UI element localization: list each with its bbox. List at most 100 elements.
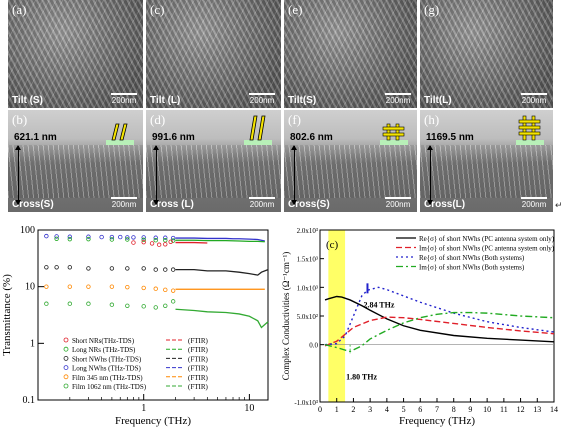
scale-bar: 200nm [111,93,137,105]
tds-data-point [170,299,176,304]
tds-data-point [141,266,146,271]
scale-bar-label: 200nm [385,200,411,209]
tds-data-point [153,267,158,272]
tds-data-point [109,266,115,271]
ftir-series-line [175,239,265,243]
x-tick-label: 12 [517,405,525,414]
tds-data-point [67,284,73,289]
tds-data-point [118,234,123,240]
tds-data-point [44,284,49,289]
tds-data-point [44,233,49,239]
scale-bar: 200nm [249,93,275,105]
x-tick-label: 10 [244,403,254,414]
tds-data-point [153,286,158,291]
legend-marker [63,346,69,352]
thickness-label: 802.6 nm [290,132,333,143]
tds-data-point [131,240,136,245]
y-tick-label: 10 [25,282,35,293]
x-tick-label: 5 [402,405,406,414]
tds-data-point [125,266,130,271]
tds-data-point [168,239,173,244]
series-line [324,286,555,346]
sem-view-tag: Tilt (S) [12,95,43,106]
scale-bar-label: 200nm [521,96,547,105]
sem-panel-label: (b) [12,112,28,127]
tds-data-point [163,303,168,308]
series-line [324,295,555,343]
tds-data-point [86,266,91,271]
x-axis-label: Frequency (THz) [115,415,191,427]
legend-label: Film 345 nm (THz-TDS) [72,374,143,382]
tds-data-point [163,238,168,243]
sem-panel-d: (d) Cross (L) 200nm 991.6 nm [146,110,281,212]
sem-panel-h: (h) Cross(L) 200nm 1169.5 nm [420,110,553,212]
tds-data-point [149,241,155,246]
tds-data-point [109,284,115,289]
tds-data-point [141,304,146,309]
tds-data-point [125,237,130,242]
scale-bar: 200nm [111,197,137,209]
x-tick-label: 13 [533,405,541,414]
legend-ftir-label: (FTIR) [188,346,209,354]
x-tick-label: 11 [500,405,508,414]
scale-bar: 200nm [521,93,547,105]
tds-data-point [67,234,73,239]
legend-label: Re{σ} of short NWhs (PC antenna system o… [419,235,555,243]
sem-panel-label: (d) [150,112,166,127]
panel-label: (c) [326,239,339,251]
tds-data-point [86,301,91,306]
y-tick-label: 1 [30,338,35,349]
tds-data-point [141,239,146,245]
legend-label: Long NRs (THz-TDS) [72,346,136,354]
tds-data-point [163,287,168,293]
y-tick-label: 1.0x10³ [297,284,318,292]
zero-cross-annotation: 1.80 THz [346,372,377,381]
transmittance-chart: 1 10 0.1 1 10 100 Frequency (THz) Transmittance… [1,225,269,427]
legend-marker [63,355,69,361]
ftir-series-line [175,308,269,329]
tds-data-point [153,238,158,243]
tds-data-point [170,267,176,272]
nanostructure-inset-icon [106,123,134,145]
tds-data-point [44,301,49,306]
thickness-label: 621.1 nm [14,132,57,143]
x-tick-label: 1 [335,405,339,414]
scale-bar-label: 200nm [111,96,137,105]
legend-ftir-label: (FTIR) [188,365,209,373]
scale-bar-label: 200nm [249,96,275,105]
scale-bar: 200nm [385,197,411,209]
nanostructure-inset-icon [244,115,272,145]
legend-label: Short NWhs (THz-TDS) [72,355,142,363]
x-tick-label: 8 [452,405,456,414]
sem-panel-label: (f) [288,112,301,127]
sem-panel-label: (a) [12,2,27,17]
y-axis-label: Complex Conductivities (Ω⁻¹cm⁻¹) [281,252,291,381]
sem-view-tag: Cross(S) [288,199,330,210]
legend-label: Re{σ} of short NWhs (Both systems) [419,254,525,262]
legend-marker [63,365,69,371]
tds-data-point [99,234,104,240]
sem-panel-g: (g) Tilt(L) 200nm [420,0,553,108]
tds-data-point [54,236,59,241]
tds-data-point [153,305,158,310]
y-tick-label: 0.0 [309,342,318,350]
x-tick-label: 1 [141,403,146,414]
tds-data-point [163,235,168,240]
legend-label: Long NWhs (THz-TDS) [72,365,141,373]
legend-label: Im{σ} of short NWhs (Both systems) [419,264,525,272]
legend-ftir-label: (FTIR) [188,383,209,391]
x-tick-label: 9 [468,405,472,414]
tds-data-point [170,288,176,293]
y-axis-label: Transmittance (%) [1,274,13,356]
scale-bar-label: 200nm [111,200,137,209]
conductivity-chart: 0 1 2 3 4 5 6 7 8 9 10 11 12 13 14-1.0x10³0.05.0x10²1.… [281,227,558,427]
legend-ftir-label: (FTIR) [188,374,209,382]
x-tick-label: 6 [418,405,422,414]
legend-ftir-label: (FTIR) [188,355,209,363]
tds-data-point [141,237,146,243]
ftir-series-line [175,268,269,276]
sem-panel-e: (e) Tilt(S) 200nm [284,0,417,108]
tds-data-point [109,234,115,240]
thickness-label: 1169.5 nm [426,132,474,143]
x-tick-label: 7 [435,405,439,414]
